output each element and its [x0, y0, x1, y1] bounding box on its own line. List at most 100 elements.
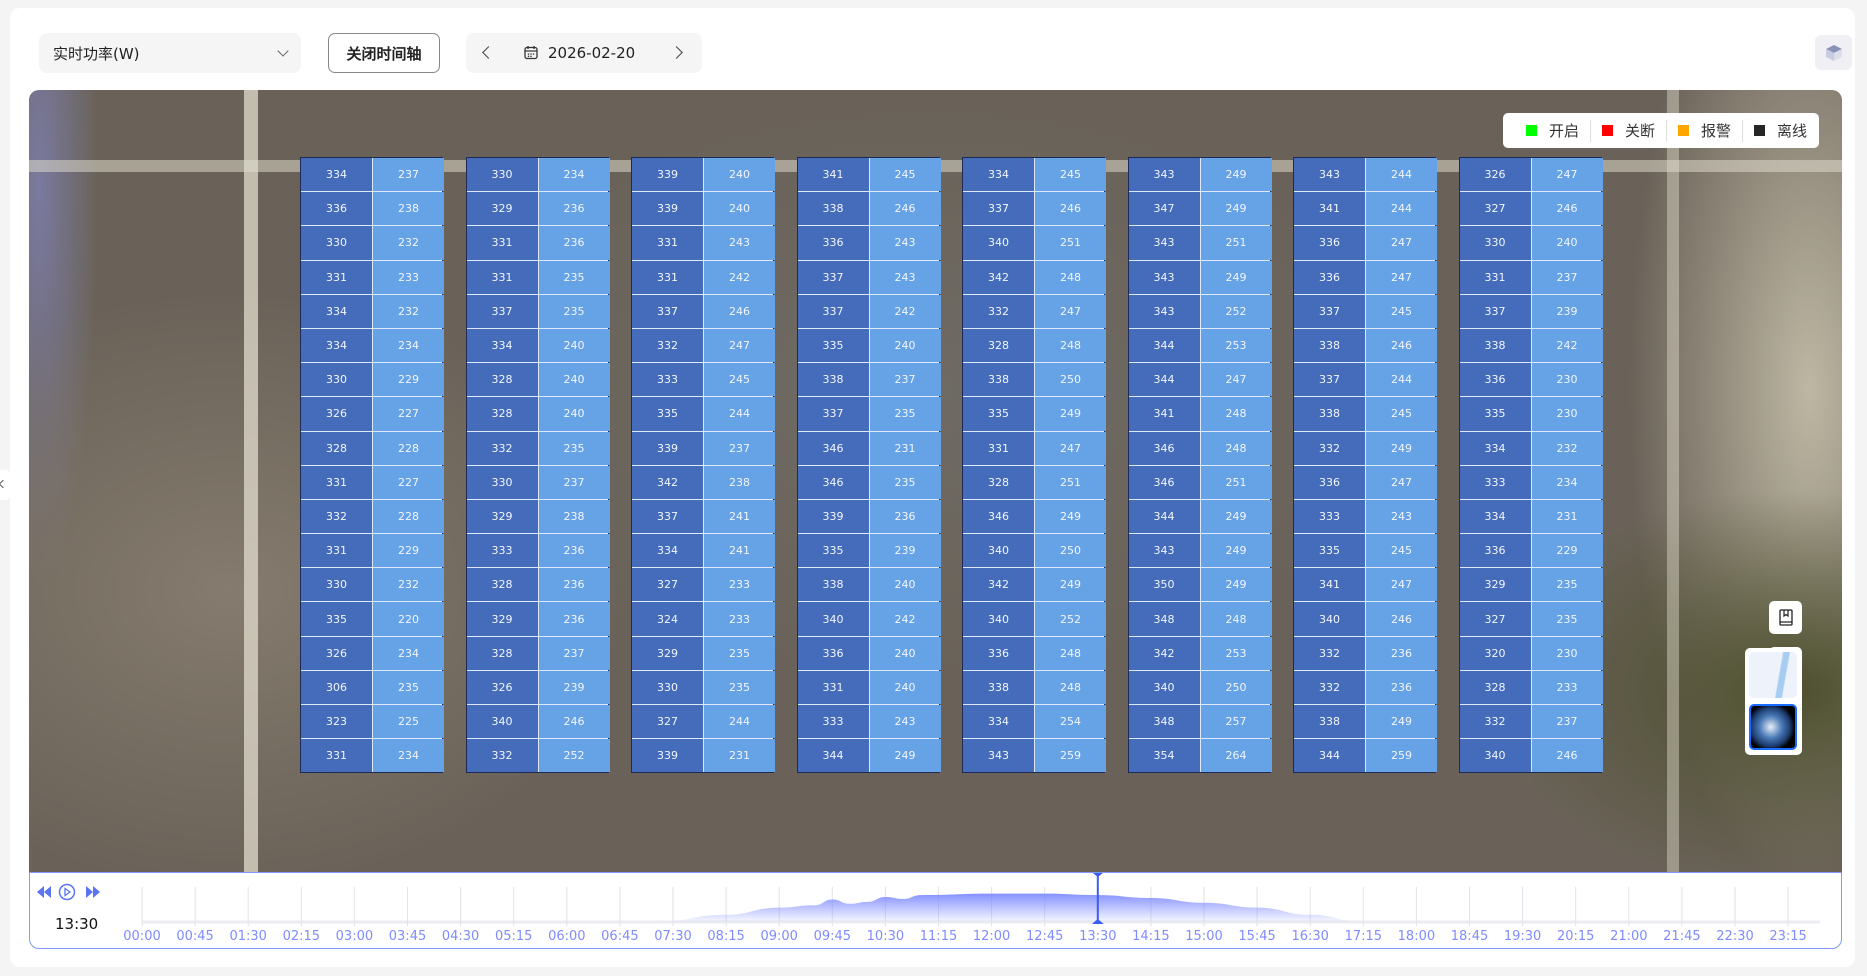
panel-cell[interactable]: 329 — [466, 602, 538, 636]
panel-cell[interactable]: 330 — [466, 158, 538, 192]
panel-cell[interactable]: 334 — [1459, 431, 1531, 465]
toggle-timeline-button[interactable]: 关闭时间轴 — [328, 33, 440, 73]
panel-cell[interactable]: 331 — [301, 465, 372, 499]
panel-cell[interactable]: 332 — [466, 431, 538, 465]
panel-cell[interactable]: 247 — [1366, 260, 1437, 294]
panel-cell[interactable]: 220 — [373, 602, 444, 636]
panel-cell[interactable]: 342 — [1128, 636, 1200, 670]
panel-cell[interactable]: 337 — [466, 294, 538, 328]
panel-cell[interactable]: 344 — [1128, 499, 1200, 534]
panel-cell[interactable]: 333 — [632, 363, 703, 397]
panel-cell[interactable]: 333 — [1294, 499, 1365, 534]
panel-cell[interactable]: 237 — [1531, 705, 1603, 739]
panel-cell[interactable]: 331 — [466, 226, 538, 260]
panel-cell[interactable]: 343 — [1128, 226, 1200, 260]
panel-cell[interactable]: 306 — [301, 670, 372, 704]
panel-cell[interactable]: 339 — [632, 158, 703, 192]
panel-cell[interactable]: 338 — [797, 363, 869, 397]
panel-cell[interactable]: 249 — [869, 739, 941, 773]
panel-cell[interactable]: 332 — [632, 328, 703, 363]
panel-cell[interactable]: 239 — [538, 670, 610, 704]
panel-cell[interactable]: 243 — [704, 226, 775, 260]
panel-cell[interactable]: 337 — [632, 499, 703, 534]
panel-cell[interactable]: 336 — [1459, 363, 1531, 397]
panel-cell[interactable]: 337 — [1294, 294, 1365, 328]
panel-cell[interactable]: 341 — [1128, 397, 1200, 431]
panel-cell[interactable]: 241 — [704, 499, 775, 534]
panel-cell[interactable]: 343 — [1128, 260, 1200, 294]
panel-cell[interactable]: 257 — [1200, 705, 1272, 739]
panel-cell[interactable]: 339 — [797, 499, 869, 534]
panel-cell[interactable]: 335 — [963, 397, 1034, 431]
panel-cell[interactable]: 227 — [373, 465, 444, 499]
panel-cell[interactable]: 250 — [1035, 534, 1106, 568]
panel-cell[interactable]: 346 — [1128, 465, 1200, 499]
3d-view-button[interactable] — [1815, 35, 1852, 70]
panel-cell[interactable]: 236 — [1366, 636, 1437, 670]
panel-cell[interactable]: 339 — [632, 192, 703, 226]
panel-cell[interactable]: 231 — [704, 739, 775, 773]
panel-cell[interactable]: 328 — [963, 465, 1034, 499]
panel-cell[interactable]: 344 — [1128, 328, 1200, 363]
panel-cell[interactable]: 328 — [466, 397, 538, 431]
panel-cell[interactable]: 234 — [538, 158, 610, 192]
satellite-map[interactable]: 开启 关断 报警 离线 334 237 336 238 330 232 331 233 334 232 3… — [29, 90, 1842, 880]
panel-cell[interactable]: 246 — [538, 705, 610, 739]
panel-cell[interactable]: 237 — [538, 465, 610, 499]
panel-cell[interactable]: 238 — [373, 192, 444, 226]
panel-cell[interactable]: 336 — [1294, 260, 1365, 294]
panel-cell[interactable]: 337 — [797, 397, 869, 431]
panel-cell[interactable]: 252 — [538, 739, 610, 773]
panel-cell[interactable]: 248 — [1200, 431, 1272, 465]
panel-cell[interactable]: 334 — [301, 158, 372, 192]
panel-cell[interactable]: 341 — [797, 158, 869, 192]
panel-cell[interactable]: 346 — [1128, 431, 1200, 465]
panel-cell[interactable]: 249 — [1200, 534, 1272, 568]
panel-cell[interactable]: 331 — [466, 260, 538, 294]
panel-cell[interactable]: 329 — [466, 192, 538, 226]
chevron-right-icon[interactable] — [670, 46, 683, 59]
panel-cell[interactable]: 329 — [632, 636, 703, 670]
panel-cell[interactable]: 337 — [1294, 363, 1365, 397]
panel-cell[interactable]: 242 — [869, 294, 941, 328]
panel-cell[interactable]: 335 — [1459, 397, 1531, 431]
panel-cell[interactable]: 240 — [704, 158, 775, 192]
panel-cell[interactable]: 338 — [797, 192, 869, 226]
panel-cell[interactable]: 234 — [373, 739, 444, 773]
panel-cell[interactable]: 245 — [1035, 158, 1106, 192]
panel-cell[interactable]: 245 — [869, 158, 941, 192]
panel-cell[interactable]: 244 — [704, 705, 775, 739]
panel-cell[interactable]: 328 — [1459, 670, 1531, 704]
panel-cell[interactable]: 338 — [963, 363, 1034, 397]
panel-cell[interactable]: 247 — [1200, 363, 1272, 397]
panel-cell[interactable]: 334 — [301, 294, 372, 328]
panel-cell[interactable]: 237 — [704, 431, 775, 465]
panel-cell[interactable]: 229 — [1531, 534, 1603, 568]
panel-cell[interactable]: 343 — [1128, 534, 1200, 568]
panel-cell[interactable]: 323 — [301, 705, 372, 739]
panel-cell[interactable]: 344 — [797, 739, 869, 773]
panel-cell[interactable]: 249 — [1200, 260, 1272, 294]
panel-cell[interactable]: 339 — [632, 431, 703, 465]
panel-cell[interactable]: 335 — [301, 602, 372, 636]
panel-cell[interactable]: 246 — [869, 192, 941, 226]
panel-cell[interactable]: 253 — [1200, 328, 1272, 363]
panel-cell[interactable]: 333 — [466, 534, 538, 568]
panel-cell[interactable]: 235 — [538, 260, 610, 294]
panel-cell[interactable]: 354 — [1128, 739, 1200, 773]
panel-cell[interactable]: 247 — [1531, 158, 1603, 192]
panel-cell[interactable]: 332 — [466, 739, 538, 773]
timeline-chart[interactable] — [30, 873, 1840, 948]
panel-cell[interactable]: 238 — [538, 499, 610, 534]
panel-cell[interactable]: 251 — [1200, 226, 1272, 260]
panel-cell[interactable]: 240 — [869, 328, 941, 363]
panel-cell[interactable]: 228 — [373, 499, 444, 534]
panel-cell[interactable]: 332 — [963, 294, 1034, 328]
panel-cell[interactable]: 240 — [538, 397, 610, 431]
panel-cell[interactable]: 236 — [538, 602, 610, 636]
panel-cell[interactable]: 234 — [1531, 465, 1603, 499]
panel-cell[interactable]: 342 — [963, 260, 1034, 294]
panel-cell[interactable]: 336 — [797, 226, 869, 260]
panel-cell[interactable]: 236 — [869, 499, 941, 534]
panel-cell[interactable]: 241 — [704, 534, 775, 568]
